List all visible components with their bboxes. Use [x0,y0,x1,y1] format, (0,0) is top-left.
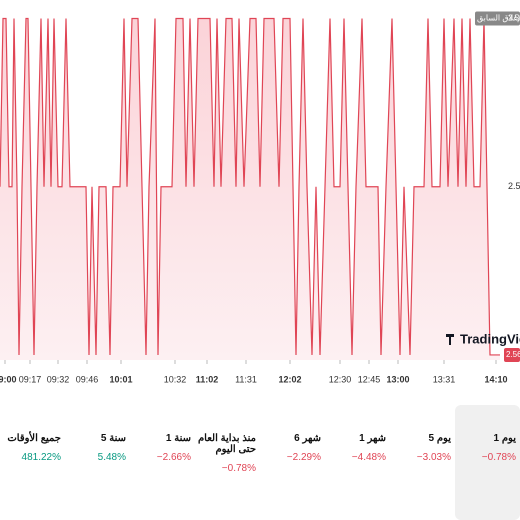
period-tab[interactable]: 1 شهر −4.48% [325,405,390,520]
period-tab[interactable]: 5 يوم −3.03% [390,405,455,520]
period-label: 5 سنة [100,433,126,444]
x-tick-label: 13:00 [386,374,409,384]
x-tick-label: 10:01 [109,374,132,384]
x-tick-label: 09:17 [19,374,42,384]
period-label: 1 يوم [493,433,516,444]
x-tick-label: 09:46 [76,374,99,384]
last-price-badge [504,347,520,362]
period-tab[interactable]: منذ بداية العام حتى اليوم −0.78% [195,405,260,520]
period-label: 5 يوم [428,433,451,444]
x-tick-label: 09:32 [47,374,70,384]
x-tick-label: 09:00 [0,374,17,384]
period-change: −3.03% [416,452,451,463]
period-change: −0.78% [221,463,256,474]
x-tick-label: 13:31 [433,374,456,384]
x-tick-label: 12:45 [358,374,381,384]
period-change: 481.22% [21,452,61,463]
last-price-label: 2.56 [506,350,520,359]
logo-mark [446,334,454,345]
x-tick-label: 12:30 [329,374,352,384]
previous-close-badge [475,11,520,26]
period-label: جميع الأوقات [7,433,61,444]
period-tab[interactable]: جميع الأوقات 481.22% [0,405,65,520]
area [0,18,500,361]
previous-close-value: 2.58 [508,14,520,23]
logo: TradingView [460,331,520,346]
previous-close-label: الإغلاق السابق [477,14,520,23]
x-tick-label: 12:02 [278,374,301,384]
period-label: 1 شهر [359,433,386,444]
y-tick-label: 2.57 [508,181,520,191]
x-tick-label: 10:32 [164,374,187,384]
period-tab[interactable]: 1 يوم −0.78% [455,405,520,520]
period-label: منذ بداية العام حتى اليوم [197,433,256,455]
period-label: 1 سنة [165,433,191,444]
period-tab[interactable]: 5 سنة 5.48% [65,405,130,520]
period-change: 5.48% [97,452,126,463]
period-change: −0.78% [481,452,516,463]
period-tab[interactable]: 6 شهر −2.29% [260,405,325,520]
period-change: −2.29% [286,452,321,463]
x-tick-label: 14:10 [484,374,507,384]
period-change: −4.48% [351,452,386,463]
period-tab[interactable]: 1 سنة −2.66% [130,405,195,520]
x-tick-label: 11:31 [235,374,257,384]
period-change: −2.66% [156,452,191,463]
period-label: 6 شهر [294,433,321,444]
period-tabs: 1 يوم −0.78% 5 يوم −3.03% 1 شهر −4.48% 6 شهر −2… [0,405,520,520]
x-tick-label: 11:02 [196,374,219,384]
price-line [0,17,500,356]
